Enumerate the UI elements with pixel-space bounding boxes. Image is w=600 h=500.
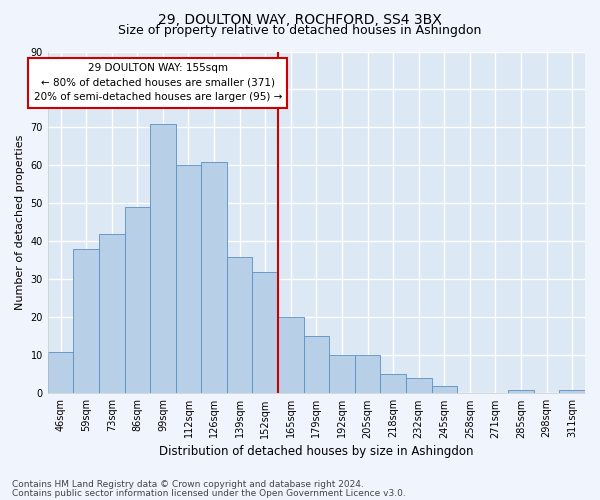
- Text: Contains public sector information licensed under the Open Government Licence v3: Contains public sector information licen…: [12, 488, 406, 498]
- Bar: [278, 318, 304, 394]
- Bar: [150, 124, 176, 394]
- Bar: [99, 234, 125, 394]
- Bar: [329, 356, 355, 394]
- Bar: [227, 256, 253, 394]
- Text: 29, DOULTON WAY, ROCHFORD, SS4 3BX: 29, DOULTON WAY, ROCHFORD, SS4 3BX: [158, 12, 442, 26]
- Bar: [380, 374, 406, 394]
- Bar: [253, 272, 278, 394]
- Text: Size of property relative to detached houses in Ashingdon: Size of property relative to detached ho…: [118, 24, 482, 37]
- Text: 29 DOULTON WAY: 155sqm
← 80% of detached houses are smaller (371)
20% of semi-de: 29 DOULTON WAY: 155sqm ← 80% of detached…: [34, 63, 282, 102]
- Bar: [406, 378, 431, 394]
- Bar: [73, 249, 99, 394]
- Bar: [48, 352, 73, 394]
- Bar: [431, 386, 457, 394]
- Bar: [355, 356, 380, 394]
- X-axis label: Distribution of detached houses by size in Ashingdon: Distribution of detached houses by size …: [159, 444, 473, 458]
- Bar: [125, 207, 150, 394]
- Bar: [508, 390, 534, 394]
- Bar: [201, 162, 227, 394]
- Y-axis label: Number of detached properties: Number of detached properties: [15, 134, 25, 310]
- Bar: [304, 336, 329, 394]
- Text: Contains HM Land Registry data © Crown copyright and database right 2024.: Contains HM Land Registry data © Crown c…: [12, 480, 364, 489]
- Bar: [176, 166, 201, 394]
- Bar: [559, 390, 585, 394]
